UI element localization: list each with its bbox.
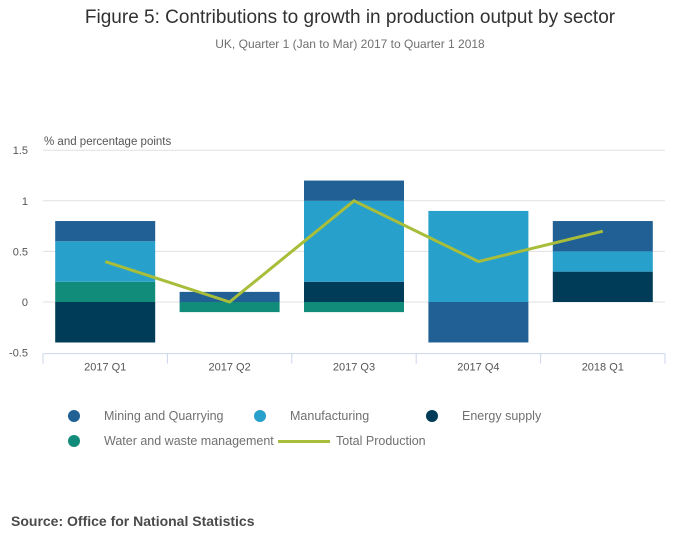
legend-label: Manufacturing xyxy=(290,409,370,423)
y-axis-ticks: 1.5 1 0.5 0 -0.5 xyxy=(9,145,28,359)
legend-marker-icon xyxy=(254,410,266,422)
y-tick-label: 0.5 xyxy=(13,246,28,258)
y-axis-label: % and percentage points xyxy=(44,136,172,148)
bar-segment[interactable] xyxy=(304,281,404,302)
bars xyxy=(55,180,653,343)
x-axis: 2017 Q1 2017 Q2 2017 Q3 2017 Q4 2018 Q1 xyxy=(42,353,666,374)
legend-marker-icon xyxy=(68,435,80,447)
legend-label: Energy supply xyxy=(462,409,542,423)
legend-item-mining[interactable]: Mining and Quarrying xyxy=(68,409,224,423)
source-note: Source: Office for National Statistics xyxy=(11,513,255,529)
total-line xyxy=(104,199,604,304)
x-tick-label: 2017 Q3 xyxy=(333,362,375,374)
bar-segment[interactable] xyxy=(552,221,653,252)
x-tick-label: 2018 Q1 xyxy=(582,362,624,374)
y-tick-label: -0.5 xyxy=(9,348,28,360)
y-tick-label: 0 xyxy=(22,297,28,309)
bar-segment[interactable] xyxy=(179,302,280,313)
bar-segment[interactable] xyxy=(552,271,653,302)
legend-marker-icon xyxy=(68,410,80,422)
bar-segment[interactable] xyxy=(55,302,156,343)
bar-segment[interactable] xyxy=(552,251,653,272)
legend-item-energy[interactable]: Energy supply xyxy=(426,409,541,423)
legend-label: Total Production xyxy=(336,434,426,448)
legend-item-water[interactable]: Water and waste management xyxy=(68,434,274,448)
legend-item-manufacturing[interactable]: Manufacturing xyxy=(254,409,369,423)
y-tick-label: 1.5 xyxy=(13,145,28,157)
legend-item-total[interactable]: Total Production xyxy=(278,434,426,448)
bar-segment[interactable] xyxy=(179,291,280,302)
legend-label: Water and waste management xyxy=(104,434,274,448)
legend-marker-icon xyxy=(426,410,438,422)
chart-subtitle: UK, Quarter 1 (Jan to Mar) 2017 to Quart… xyxy=(215,37,485,51)
bar-segment[interactable] xyxy=(55,221,156,242)
chart-title: Figure 5: Contributions to growth in pro… xyxy=(84,7,616,28)
bar-segment[interactable] xyxy=(304,180,404,201)
x-tick-label: 2017 Q4 xyxy=(457,362,499,374)
x-tick-label: 2017 Q2 xyxy=(208,362,250,374)
legend-label: Mining and Quarrying xyxy=(104,409,224,423)
legend-line-icon xyxy=(278,439,330,443)
y-tick-label: 1 xyxy=(22,196,28,208)
bar-segment[interactable] xyxy=(428,302,529,343)
bar-segment[interactable] xyxy=(55,281,156,302)
bar-segment[interactable] xyxy=(304,200,404,282)
x-tick-label: 2017 Q1 xyxy=(84,362,126,374)
bar-segment[interactable] xyxy=(428,210,529,302)
bar-segment[interactable] xyxy=(304,302,404,313)
